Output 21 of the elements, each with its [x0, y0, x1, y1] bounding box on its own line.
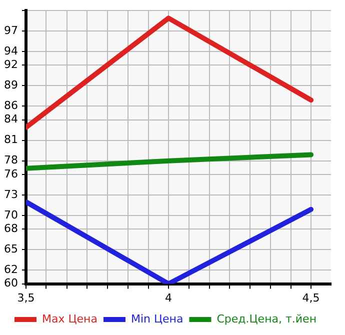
legend-label: Max Цена [42, 312, 98, 326]
y-tick-label: 97 [4, 24, 18, 37]
y-tick-label: 73 [4, 188, 18, 201]
y-tick-label: 65 [4, 242, 18, 256]
y-tick-label: 89 [4, 78, 18, 92]
y-tick-label: 68 [4, 222, 18, 236]
x-tick-label: 4 [165, 291, 172, 304]
y-tick-label: 62 [4, 263, 18, 276]
y-tick-label: 86 [4, 99, 18, 112]
x-tick-label: 4,5 [302, 291, 320, 304]
x-tick-label: 3,5 [17, 291, 35, 304]
y-tick-label: 84 [4, 112, 18, 126]
y-tick-label: 92 [4, 58, 18, 72]
y-tick-label: 70 [4, 208, 18, 222]
y-tick-label: 60 [4, 276, 18, 290]
legend-label: Min Цена [130, 312, 184, 326]
y-tick-label: 76 [4, 167, 18, 180]
legend-label: Сред.Цена, т.йен [216, 312, 317, 326]
y-tick-label: 94 [4, 44, 18, 58]
y-tick-label: 78 [4, 154, 18, 167]
y-tick-label: 81 [4, 133, 18, 146]
